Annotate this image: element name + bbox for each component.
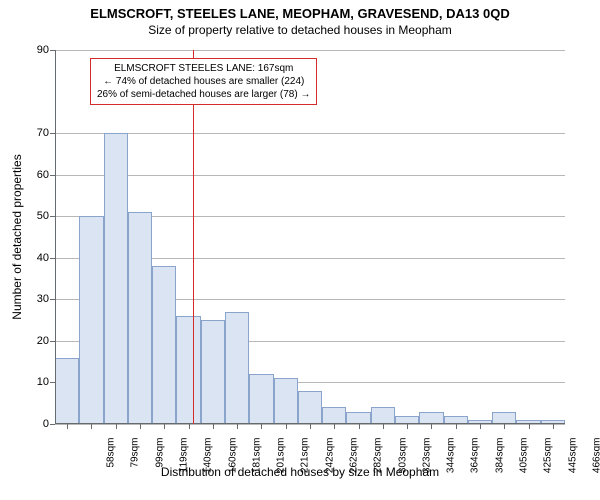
annotation-line: 26% of semi-detached houses are larger (… xyxy=(97,88,310,101)
y-tick-label: 10 xyxy=(25,376,49,388)
x-tick xyxy=(189,424,190,429)
x-axis-title: Distribution of detached houses by size … xyxy=(0,465,600,479)
gridline xyxy=(55,175,565,176)
x-tick xyxy=(286,424,287,429)
chart-title-main: ELMSCROFT, STEELES LANE, MEOPHAM, GRAVES… xyxy=(0,0,600,21)
x-tick xyxy=(164,424,165,429)
x-tick xyxy=(310,424,311,429)
histogram-bar xyxy=(249,374,273,424)
y-tick-label: 90 xyxy=(25,44,49,56)
y-tick xyxy=(50,424,55,425)
x-tick xyxy=(553,424,554,429)
histogram-bar xyxy=(55,358,79,424)
histogram-bar xyxy=(274,378,298,424)
x-axis-line xyxy=(55,423,565,424)
x-tick xyxy=(237,424,238,429)
y-tick-label: 40 xyxy=(25,252,49,264)
x-tick xyxy=(334,424,335,429)
y-tick-label: 70 xyxy=(25,127,49,139)
histogram-bar xyxy=(176,316,200,424)
x-tick xyxy=(116,424,117,429)
x-tick xyxy=(504,424,505,429)
y-tick-label: 50 xyxy=(25,210,49,222)
annotation-line: ELMSCROFT STEELES LANE: 167sqm xyxy=(97,62,310,75)
x-tick xyxy=(67,424,68,429)
y-axis-title: Number of detached properties xyxy=(10,154,24,319)
x-tick xyxy=(407,424,408,429)
x-tick xyxy=(480,424,481,429)
x-tick xyxy=(529,424,530,429)
chart-title-sub: Size of property relative to detached ho… xyxy=(0,21,600,37)
histogram-bar xyxy=(322,407,346,424)
y-tick-label: 0 xyxy=(25,418,49,430)
y-tick-label: 60 xyxy=(25,169,49,181)
gridline xyxy=(55,133,565,134)
plot-area: 0102030405060709058sqm79sqm99sqm119sqm14… xyxy=(55,50,565,424)
x-tick xyxy=(456,424,457,429)
histogram-bar xyxy=(201,320,225,424)
chart-container: ELMSCROFT, STEELES LANE, MEOPHAM, GRAVES… xyxy=(0,0,600,500)
histogram-bar xyxy=(152,266,176,424)
y-axis-line xyxy=(55,50,56,424)
y-tick-label: 20 xyxy=(25,335,49,347)
x-tick xyxy=(140,424,141,429)
x-tick xyxy=(91,424,92,429)
histogram-bar xyxy=(79,216,103,424)
x-tick xyxy=(359,424,360,429)
histogram-bar xyxy=(104,133,128,424)
x-tick xyxy=(213,424,214,429)
gridline xyxy=(55,50,565,51)
x-tick xyxy=(431,424,432,429)
x-tick xyxy=(261,424,262,429)
histogram-bar xyxy=(371,407,395,424)
annotation-line: ← 74% of detached houses are smaller (22… xyxy=(97,75,310,88)
histogram-bar xyxy=(298,391,322,424)
y-tick-label: 30 xyxy=(25,293,49,305)
marker-line xyxy=(193,50,194,424)
histogram-bar xyxy=(128,212,152,424)
x-tick xyxy=(383,424,384,429)
annotation-box: ELMSCROFT STEELES LANE: 167sqm← 74% of d… xyxy=(90,58,317,105)
histogram-bar xyxy=(225,312,249,424)
